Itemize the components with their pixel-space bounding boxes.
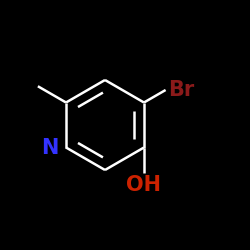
Text: Br: Br xyxy=(168,80,194,100)
Text: N: N xyxy=(41,138,58,158)
Text: OH: OH xyxy=(126,175,162,195)
